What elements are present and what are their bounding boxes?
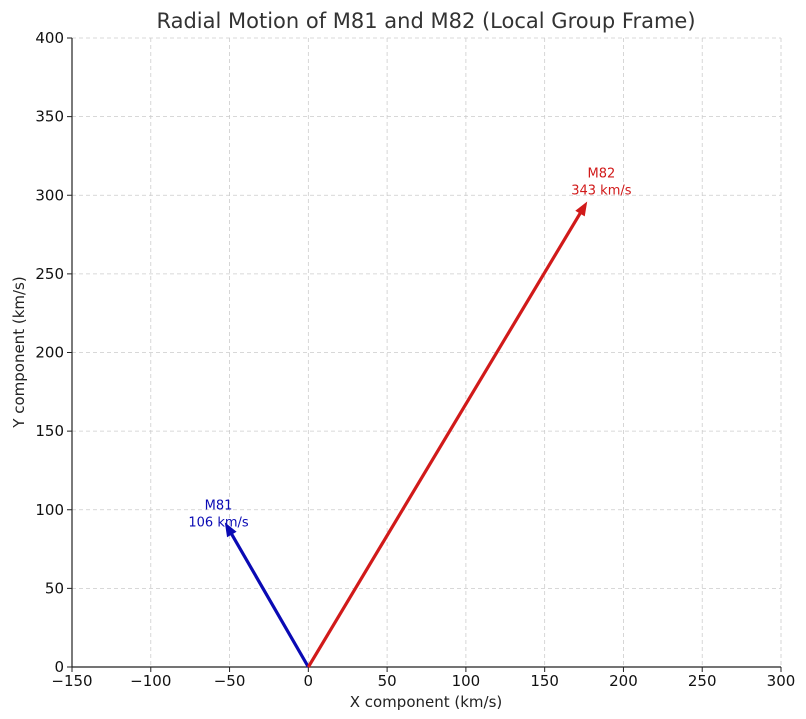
y-tick-label: 200 — [35, 344, 64, 362]
x-tick-label: −150 — [51, 672, 92, 690]
x-tick-label: 150 — [530, 672, 559, 690]
y-tick-label: 300 — [35, 186, 64, 204]
y-tick-label: 150 — [35, 422, 64, 440]
annotation-name: M81 — [205, 498, 233, 513]
x-tick-label: 200 — [609, 672, 638, 690]
annotation-speed: 106 km/s — [188, 515, 249, 530]
annotation-m81: M81 106 km/s — [188, 498, 249, 530]
annotation-speed: 343 km/s — [571, 184, 632, 199]
y-tick-label: 400 — [35, 29, 64, 47]
arrow-head — [224, 522, 237, 538]
x-tick-label: 250 — [688, 672, 717, 690]
x-tick-label: 100 — [452, 672, 481, 690]
x-tick-label: 300 — [767, 672, 796, 690]
x-tick-label: 50 — [378, 672, 397, 690]
chart-title: Radial Motion of M81 and M82 (Local Grou… — [156, 9, 695, 33]
x-tick-label: −50 — [214, 672, 246, 690]
arrow-m81 — [224, 522, 310, 668]
grid — [72, 37, 782, 667]
y-tick-label: 100 — [35, 501, 64, 519]
annotation-m82: M82 343 km/s — [571, 167, 632, 199]
y-tick-label: 50 — [45, 579, 64, 597]
arrows — [224, 201, 588, 668]
y-tick-label: 0 — [54, 658, 64, 676]
y-axis-label: Y component (km/s) — [10, 276, 28, 428]
arrow-m82 — [306, 201, 588, 668]
arrow-shaft — [229, 531, 310, 668]
x-tick-label: 0 — [304, 672, 314, 690]
annotations: M81 106 km/s M82 343 km/s — [188, 167, 631, 531]
x-axis-label: X component (km/s) — [350, 693, 503, 711]
annotation-name: M82 — [588, 167, 616, 182]
axes — [67, 37, 782, 672]
arrow-head — [575, 201, 588, 217]
tick-labels: −150 −100 −50 0 50 100 150 200 250 300 0 50 100 150 20… — [35, 29, 795, 690]
x-tick-label: −100 — [130, 672, 171, 690]
arrow-shaft — [306, 211, 583, 668]
y-tick-label: 350 — [35, 108, 64, 126]
y-tick-label: 250 — [35, 265, 64, 283]
